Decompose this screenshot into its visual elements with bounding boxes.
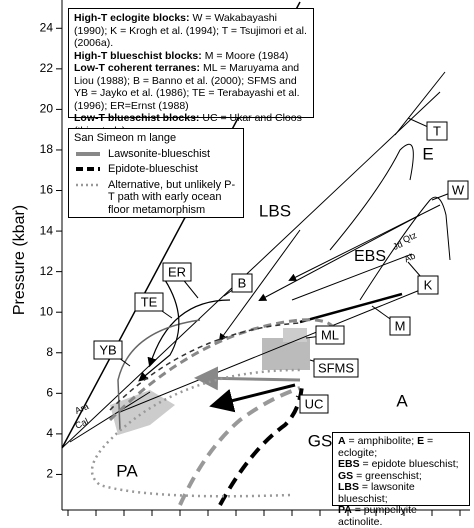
box-label: ER: [168, 264, 186, 279]
label-box: [299, 394, 329, 414]
label-box: [417, 275, 439, 295]
facies-text: = epidote blueschist;: [362, 458, 459, 470]
facies-row: GS = greenschist;: [338, 469, 464, 483]
source-heading: High-T blueschist blocks:: [74, 49, 202, 62]
label-box: [315, 325, 345, 345]
phase-label: Qtz: [401, 230, 418, 245]
source-legend: High-T eclogite blocks: W = Wakabayashi …: [68, 8, 314, 137]
box-label: YB: [99, 342, 116, 357]
region-label: PA: [116, 461, 138, 480]
facies-row: A = amphibolite; E = eclogite;: [338, 435, 464, 459]
legend-text: Lawsonite-blueschist: [108, 147, 211, 160]
region-label: GS: [308, 431, 333, 450]
facies-abbr: EBS: [338, 458, 360, 470]
legend-item: Lawsonite-blueschist: [74, 148, 238, 161]
facies-legend: A = amphibolite; E = eclogite; EBS = epi…: [332, 432, 470, 527]
label-box: [426, 121, 448, 141]
phase-label: Jd: [391, 239, 404, 252]
source-heading: Low-T coherent terranes:: [74, 62, 201, 74]
legend-swatch: [76, 151, 100, 156]
facies-row: PA = pumpellyite actinolite.: [338, 504, 464, 528]
region-label: E: [422, 144, 433, 163]
y-tick-label: 16: [40, 183, 54, 197]
source-entry: High-T eclogite blocks: W = Wakabayashi …: [74, 12, 308, 50]
y-tick-label: 24: [40, 20, 54, 34]
label-box: [313, 358, 359, 378]
y-tick-label: 12: [40, 264, 54, 278]
facies-row: EBS = epidote blueschist;: [338, 458, 464, 471]
phase-label: Ara: [73, 401, 90, 416]
source-text: ML = Maruyama and Liou (1988); B = Banno…: [74, 62, 300, 112]
box-label: ML: [321, 327, 339, 342]
y-tick-label: 20: [40, 102, 54, 116]
label-box: [447, 180, 469, 200]
facies-text: = amphibolite;: [348, 435, 415, 447]
y-tick-label: 6: [46, 385, 53, 399]
label-box: [389, 316, 411, 336]
label-box: [134, 292, 164, 312]
box-label: TE: [141, 294, 158, 309]
box-label: M: [395, 318, 406, 333]
legend-item: Epidote-blueschist: [74, 163, 238, 176]
facies-abbr: LBS: [338, 481, 359, 493]
facies-abbr: A: [338, 435, 346, 447]
facies-text: = lawsonite blueschist;: [338, 481, 415, 505]
source-text: M = Moore (1984): [204, 49, 289, 62]
box-label: W: [452, 182, 465, 197]
legend-title: San Simeon m lange: [74, 132, 177, 144]
region-label: LBS: [259, 201, 291, 220]
source-entry: High-T blueschist blocks: M = Moore (198…: [74, 50, 308, 63]
y-tick-label: 14: [40, 223, 54, 237]
phase-label: Ab: [403, 251, 417, 265]
y-axis-title: Pressure (kbar): [11, 205, 28, 315]
legend-item: Alternative, but unlikely P-T path with …: [74, 179, 238, 217]
source-heading: High-T eclogite blocks:: [74, 12, 190, 24]
facies-text: = eclogite;: [338, 435, 434, 459]
facies-abbr: PA: [338, 504, 352, 516]
facies-text: = greenschist;: [356, 469, 422, 482]
y-tick-label: 2: [46, 467, 53, 481]
figure: 2 4 6 8 10 12 14 16 18 20 22 24 Pressure (kbar) T W K M M…: [11, 0, 470, 527]
legend-swatch: [76, 183, 100, 186]
y-tick-label: 8: [46, 345, 53, 359]
facies-abbr: E: [417, 435, 425, 447]
region-label: EBS: [354, 248, 386, 265]
box-label: K: [424, 277, 433, 292]
y-tick-label: 10: [40, 304, 54, 318]
facies-row: LBS = lawsonite blueschist;: [338, 481, 464, 505]
source-heading: Low-T blueschist blocks:: [74, 112, 200, 124]
y-tick-label: 4: [46, 426, 53, 440]
box-label: B: [238, 275, 247, 290]
label-box: [231, 273, 253, 293]
source-text: W = Wakabayashi (1990); K = Krogh et al.…: [74, 12, 307, 49]
legend-swatch: [76, 167, 100, 171]
box-label: SFMS: [318, 360, 354, 375]
decor: [61, 0, 470, 511]
box-label: UC: [305, 396, 324, 411]
y-tick-label: 22: [40, 61, 54, 75]
facies-abbr: GS: [338, 469, 354, 482]
phase-label: Cal: [73, 416, 89, 431]
source-entry: Low-T coherent terranes: ML = Maruyama a…: [74, 62, 308, 112]
box-label: T: [433, 123, 441, 138]
label-box: [162, 262, 192, 282]
y-tick-label: 18: [40, 142, 54, 156]
legend-text: Alternative, but unlikely P-T path with …: [108, 178, 236, 216]
legend-text: Epidote-blueschist: [108, 163, 198, 175]
melange-legend: San Simeon m lange Lawsonite-blueschist E…: [68, 128, 244, 218]
label-box: [93, 340, 123, 360]
region-label: A: [396, 391, 408, 410]
